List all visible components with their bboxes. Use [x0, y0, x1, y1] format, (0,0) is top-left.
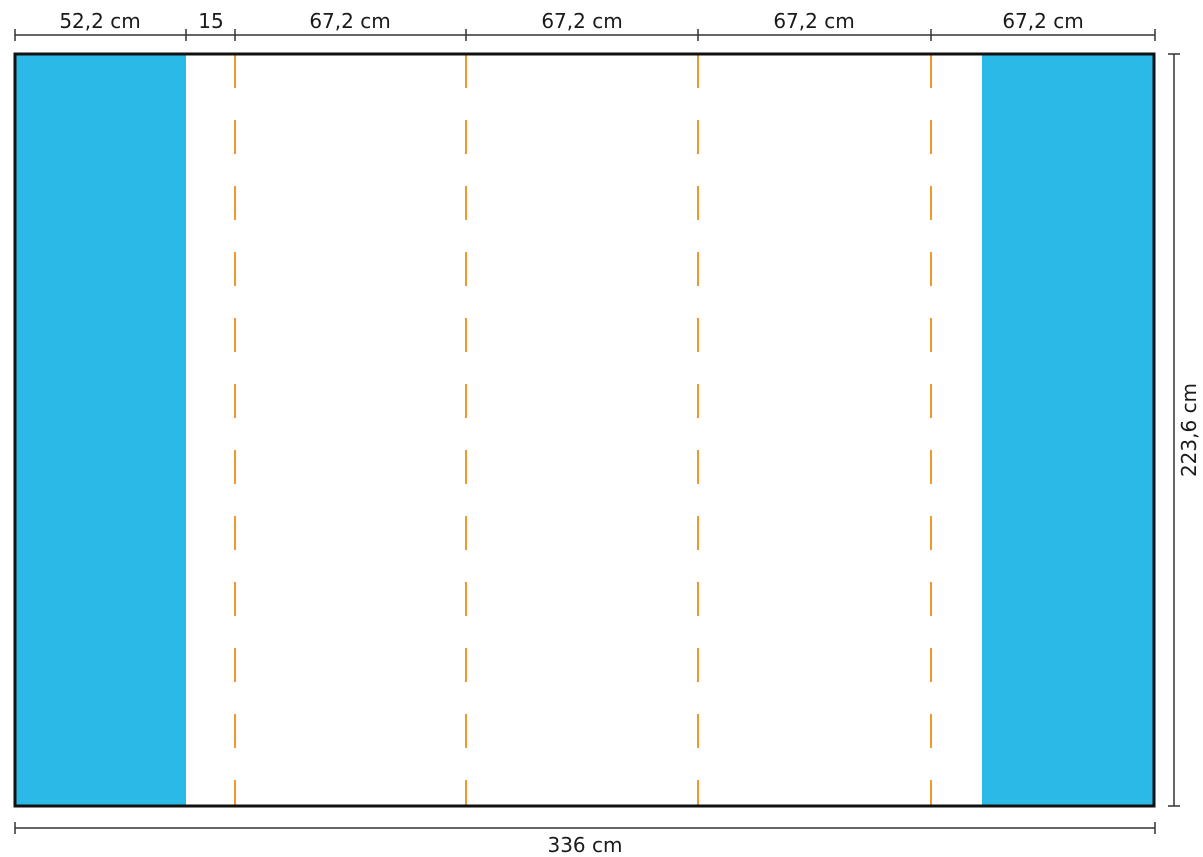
segment-label-2: 15	[198, 9, 223, 33]
segment-label-5: 67,2 cm	[773, 9, 854, 33]
segment-label-4: 67,2 cm	[541, 9, 622, 33]
segment-label-3: 67,2 cm	[309, 9, 390, 33]
total-width-dimension-line	[14, 822, 1156, 834]
height-dimension-line	[1168, 53, 1180, 807]
total-width-label: 336 cm	[547, 833, 622, 857]
top-dimension-line	[14, 29, 1156, 41]
height-label: 223,6 cm	[1177, 383, 1201, 477]
panel-outline	[13, 52, 1156, 808]
right-side-panel	[982, 54, 1154, 806]
segment-label-6: 67,2 cm	[1002, 9, 1083, 33]
cut-lines	[234, 54, 932, 806]
left-side-panel	[15, 54, 186, 806]
segment-label-1: 52,2 cm	[59, 9, 140, 33]
